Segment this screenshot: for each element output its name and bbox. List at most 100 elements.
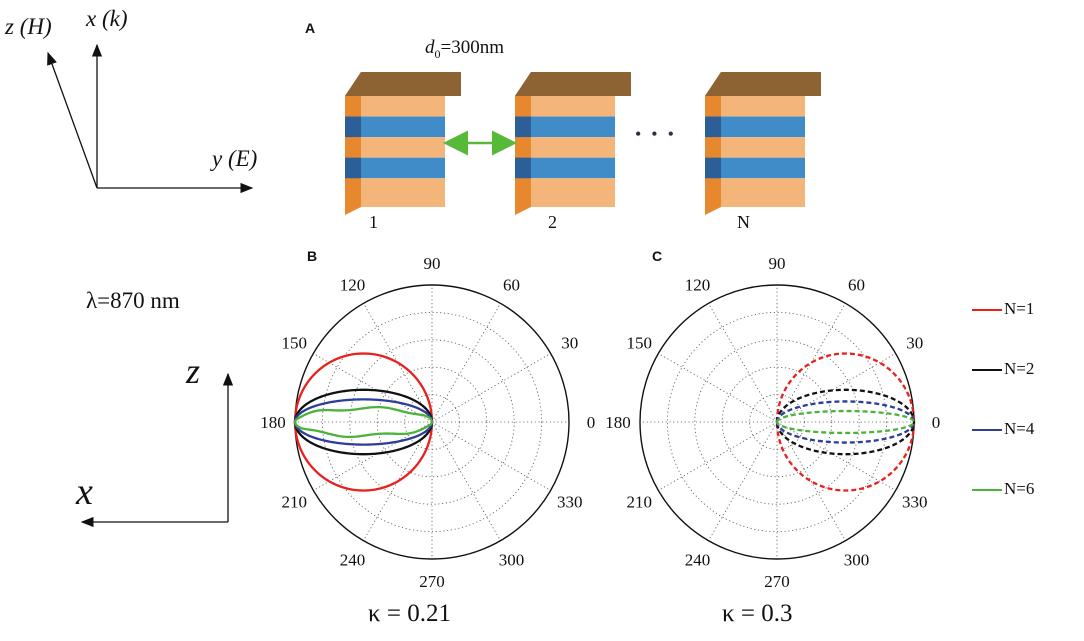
angle-spoke xyxy=(708,303,778,423)
legend-item-n6: N=6 xyxy=(972,478,1082,502)
angle-tick-label-240: 240 xyxy=(685,551,711,570)
angle-tick-label-120: 120 xyxy=(685,275,711,294)
panel-a-label: A xyxy=(305,20,316,36)
legend-item-n1: N=1 xyxy=(972,298,1082,322)
x-side-label: x xyxy=(76,471,93,513)
radial-grid-circle xyxy=(667,312,887,532)
angle-tick-label-60: 60 xyxy=(503,275,520,294)
series-n4 xyxy=(775,400,916,444)
z-axis-arrow xyxy=(47,51,98,189)
angle-spoke xyxy=(313,353,433,423)
stack-layer-front xyxy=(721,157,805,179)
polar-chart-b: 0 30 60 90 120 150 180 210 240 270 300 330 xyxy=(260,255,596,590)
y-e-label: y (E) xyxy=(212,146,258,171)
stack-layer-front xyxy=(361,116,445,138)
legend-label-n2: N=2 xyxy=(1004,359,1035,378)
angle-tick-label-90: 90 xyxy=(424,255,441,273)
angle-tick-label-270: 270 xyxy=(419,572,445,590)
stack-layer-front xyxy=(721,96,805,117)
stack-layer-front xyxy=(531,157,615,179)
stack-top-face xyxy=(705,72,821,96)
x-k-label: x (k) xyxy=(86,6,128,31)
radial-grid-circle xyxy=(721,366,833,478)
ellipsis-dots: ••• xyxy=(635,124,684,144)
stack-layer-front xyxy=(361,137,445,158)
radial-grid-circle xyxy=(349,339,515,505)
angle-spoke xyxy=(431,421,551,491)
angle-spoke xyxy=(658,421,778,491)
stack-label-1: 1 xyxy=(369,212,378,232)
angle-spoke xyxy=(776,303,846,423)
stack-layer-front xyxy=(361,96,445,117)
z-side-label: z xyxy=(186,351,201,391)
angle-tick-label-60: 60 xyxy=(848,275,865,294)
angle-tick-label-150: 150 xyxy=(282,334,308,353)
angle-tick-label-300: 300 xyxy=(499,551,525,570)
legend-label-n1: N=1 xyxy=(1004,299,1035,318)
angle-tick-label-30: 30 xyxy=(906,334,923,353)
stack-layer-front xyxy=(531,137,615,158)
panel-b-label: B xyxy=(307,248,318,264)
angle-tick-label-210: 210 xyxy=(282,493,308,512)
coordinate-axes-top xyxy=(47,43,254,194)
multilayer-stacks xyxy=(345,72,821,215)
stack-1 xyxy=(345,72,461,215)
legend-label-n4: N=4 xyxy=(1004,419,1035,438)
angle-spoke xyxy=(776,353,896,423)
spacing-d: d xyxy=(425,37,435,58)
stack-layer-side xyxy=(345,178,361,215)
stack-3 xyxy=(705,72,821,215)
stack-2 xyxy=(515,72,631,215)
polar-grid xyxy=(640,285,914,559)
wavelength-label: λ=870 nm xyxy=(86,288,180,313)
angle-spoke xyxy=(431,421,501,541)
series-n6 xyxy=(293,405,434,439)
stack-layer-front xyxy=(721,137,805,158)
angle-tick-label-90: 90 xyxy=(769,255,786,273)
angle-tick-label-180: 180 xyxy=(605,413,631,432)
radial-grid-circle xyxy=(694,339,860,505)
angle-tick-label-0: 0 xyxy=(932,413,941,432)
angle-tick-label-0: 0 xyxy=(587,413,596,432)
spacing-value: =300nm xyxy=(440,37,505,58)
polar-chart-c: 0 30 60 90 120 150 180 210 240 270 300 330 xyxy=(605,255,941,590)
angle-tick-label-330: 330 xyxy=(557,493,583,512)
stack-label-2: 2 xyxy=(548,212,557,232)
angle-spoke xyxy=(431,353,551,423)
angle-spoke xyxy=(658,353,778,423)
spacing-label: d0=300nm xyxy=(425,37,504,62)
angle-tick-label-270: 270 xyxy=(764,572,790,590)
angle-spoke xyxy=(431,303,501,423)
z-h-label: z (H) xyxy=(5,14,52,39)
series-n2 xyxy=(775,388,916,456)
stack-label-n: N xyxy=(737,212,750,232)
legend-label-n6: N=6 xyxy=(1004,479,1035,498)
angle-spoke xyxy=(776,421,896,491)
angle-spoke xyxy=(708,421,778,541)
angle-tick-label-210: 210 xyxy=(627,493,653,512)
kappa-c-label: κ = 0.3 xyxy=(722,600,793,627)
stack-layer-front xyxy=(531,96,615,117)
stack-top-face xyxy=(515,72,631,96)
stack-top-face xyxy=(345,72,461,96)
stack-layer-front xyxy=(721,116,805,138)
kappa-b-label: κ = 0.21 xyxy=(368,600,451,627)
stack-layer-front xyxy=(531,178,615,207)
angle-tick-label-30: 30 xyxy=(561,334,578,353)
stack-layer-side xyxy=(515,178,531,215)
series-n6 xyxy=(775,409,916,435)
stack-layer-side xyxy=(705,178,721,215)
radial-grid-circle xyxy=(376,366,488,478)
angle-tick-label-150: 150 xyxy=(627,334,653,353)
legend-item-n4: N=4 xyxy=(972,418,1082,442)
angle-tick-label-330: 330 xyxy=(902,493,928,512)
stack-layer-front xyxy=(361,178,445,207)
spacing-sub: 0 xyxy=(434,46,441,61)
radial-grid-circle xyxy=(322,312,542,532)
angle-tick-label-300: 300 xyxy=(844,551,870,570)
stack-layer-front xyxy=(531,116,615,138)
stack-layer-front xyxy=(721,178,805,207)
angle-spoke xyxy=(776,421,846,541)
legend-item-n2: N=2 xyxy=(972,358,1082,382)
angle-tick-label-240: 240 xyxy=(340,551,366,570)
